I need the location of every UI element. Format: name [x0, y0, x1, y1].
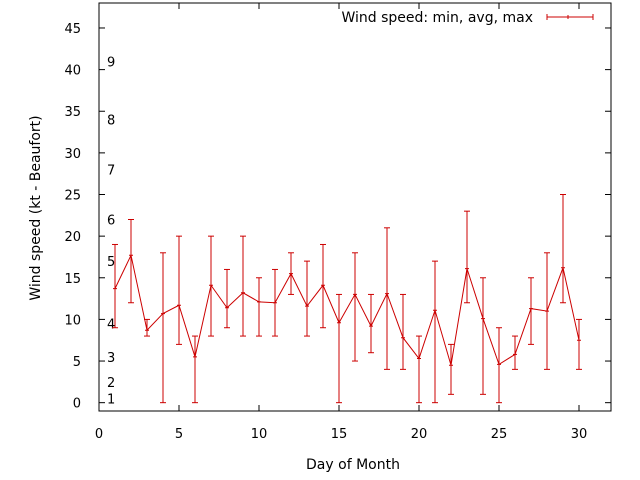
avg-point: [241, 290, 245, 295]
avg-point: [465, 266, 469, 271]
avg-point: [369, 324, 373, 329]
avg-point: [113, 286, 117, 291]
avg-line: [114, 253, 580, 366]
plot-frame: [98, 2, 612, 412]
beaufort-label: 6: [107, 213, 115, 228]
x-tick-label: 30: [571, 427, 588, 442]
avg-point: [337, 320, 341, 325]
avg-point: [273, 300, 277, 305]
x-tick-label: 20: [411, 427, 428, 442]
x-tick-label: 10: [251, 427, 268, 442]
x-tick-label: 0: [95, 427, 103, 442]
avg-point: [433, 308, 437, 313]
y-tick-label: 25: [64, 189, 81, 204]
avg-point: [513, 352, 517, 357]
avg-point: [289, 271, 293, 276]
y-tick-label: 45: [64, 22, 81, 37]
avg-point: [449, 363, 453, 368]
beaufort-label: 2: [107, 376, 115, 391]
avg-point: [353, 292, 357, 297]
avg-point: [129, 253, 133, 258]
y-tick-label: 35: [64, 105, 81, 120]
y-tick-label: 40: [64, 64, 81, 79]
avg-point: [225, 305, 229, 310]
avg-point: [385, 291, 389, 296]
avg-point: [161, 311, 165, 316]
legend-label: Wind speed: min, avg, max: [341, 10, 533, 26]
avg-point: [577, 338, 581, 343]
beaufort-label: 9: [107, 55, 115, 70]
avg-point: [209, 283, 213, 288]
x-tick-label: 5: [175, 427, 183, 442]
y-axis-title: Wind speed (kt - Beaufort): [28, 115, 44, 300]
y-tick-label: 5: [73, 355, 81, 370]
avg-point: [481, 316, 485, 321]
beaufort-label: 3: [107, 351, 115, 366]
x-axis-title: Day of Month: [306, 457, 400, 473]
y-tick-label: 30: [64, 147, 81, 162]
legend: Wind speed: min, avg, max: [341, 10, 594, 26]
avg-point: [145, 328, 149, 333]
avg-point: [401, 335, 405, 340]
avg-point: [305, 304, 309, 309]
y-tick-label: 20: [64, 230, 81, 245]
avg-point: [193, 354, 197, 359]
beaufort-label: 1: [107, 393, 115, 408]
beaufort-label: 4: [107, 318, 115, 333]
avg-point: [497, 362, 501, 367]
beaufort-label: 5: [107, 255, 115, 270]
y-tick-label: 0: [73, 397, 81, 412]
x-tick-label: 15: [331, 427, 348, 442]
beaufort-label: 8: [107, 114, 115, 129]
y-tick-label: 10: [64, 313, 81, 328]
avg-point: [321, 283, 325, 288]
beaufort-label: 7: [107, 164, 115, 179]
series-layer: [112, 194, 582, 404]
avg-point: [177, 303, 181, 308]
y-tick-label: 15: [64, 272, 81, 287]
avg-point: [561, 265, 565, 270]
avg-point: [257, 299, 261, 304]
avg-point: [545, 309, 549, 314]
x-tick-label: 25: [491, 427, 508, 442]
beaufort-labels: 1 2 3 4 5 6 7 8 9: [107, 55, 115, 407]
avg-point: [529, 306, 533, 311]
avg-point: [417, 356, 421, 361]
